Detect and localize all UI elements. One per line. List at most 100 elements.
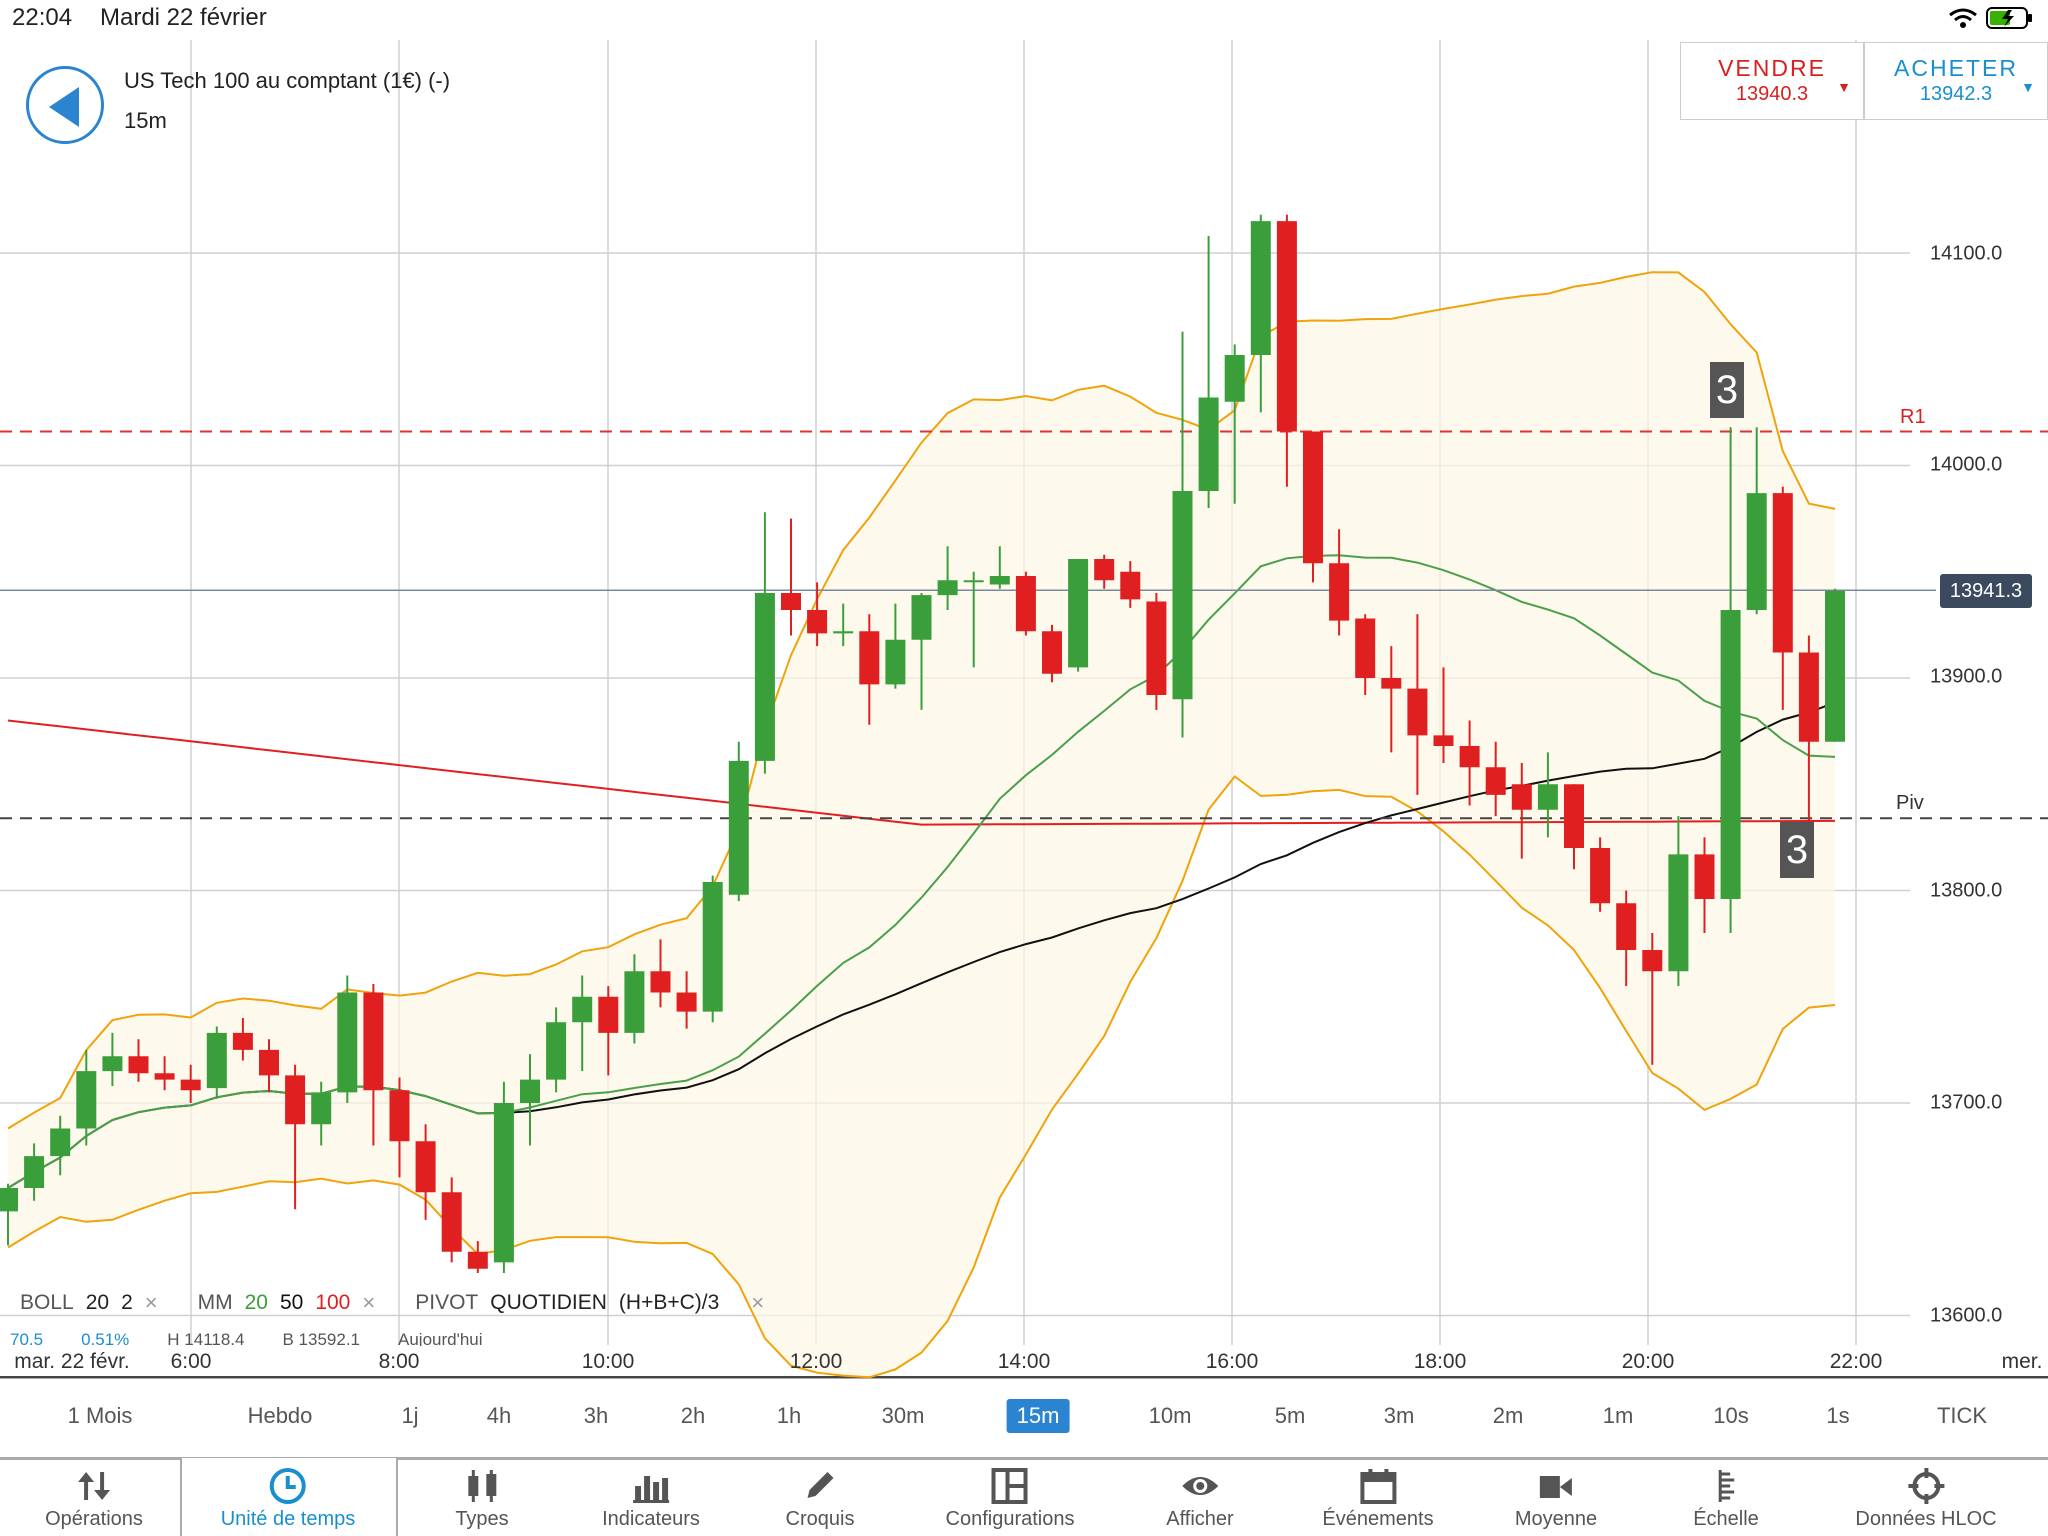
back-button[interactable] (26, 66, 104, 144)
candle-body (1511, 784, 1532, 810)
boll-param-period: 20 (85, 1291, 110, 1314)
tf-1j[interactable]: 1j (401, 1403, 419, 1428)
toolbar-types[interactable]: Types (455, 1458, 509, 1536)
price-chart[interactable] (0, 0, 2048, 1378)
candle-body (728, 760, 749, 895)
candle-body (259, 1049, 279, 1076)
tf-10m[interactable]: 10m (1148, 1403, 1192, 1428)
candle-body (1798, 652, 1819, 742)
scale-icon (1718, 1470, 1734, 1502)
candle-body (989, 576, 1010, 585)
candle-body (363, 992, 384, 1091)
toolbar-label: Types (455, 1508, 509, 1530)
stat-change-pct: 0.51% (81, 1330, 130, 1346)
calendar-icon (1359, 1469, 1396, 1504)
candle-body (1485, 767, 1506, 795)
y-tick-label: 13600.0 (1930, 1304, 2003, 1327)
toolbar-events[interactable]: Événements (1322, 1458, 1434, 1536)
buy-dropdown-icon[interactable]: ▼ (2021, 79, 2035, 95)
annotation-tag[interactable]: 3 (1780, 822, 1814, 878)
sell-label: VENDRE (1718, 55, 1826, 81)
boll-remove-icon[interactable]: × (144, 1290, 158, 1315)
tf-3h[interactable]: 3h (583, 1403, 609, 1428)
candle-body (885, 639, 906, 685)
candle-body (180, 1079, 201, 1091)
candle-body (754, 593, 775, 761)
toolbar-label: Afficher (1166, 1508, 1234, 1530)
toolbar-label: Échelle (1693, 1508, 1759, 1530)
updown-arrows-icon (78, 1472, 110, 1500)
buy-button[interactable]: ACHETER 13942.3 ▼ (1864, 42, 2048, 120)
candle-body (702, 882, 723, 1012)
tf-30m[interactable]: 30m (881, 1403, 925, 1428)
tf-2h[interactable]: 2h (680, 1403, 706, 1428)
candle-body (337, 992, 358, 1093)
tf-15m[interactable]: 15m (1006, 1399, 1070, 1433)
toolbar-label: Moyenne (1514, 1508, 1598, 1530)
toolbar-scale[interactable]: Échelle (1693, 1458, 1759, 1536)
sell-button[interactable]: VENDRE 13940.3 ▼ (1680, 42, 1864, 120)
candle-body (0, 1188, 18, 1212)
x-tick-label: mer. (2001, 1350, 2043, 1373)
toolbar-timeframe[interactable]: Unité de temps (221, 1458, 355, 1536)
tf-3m[interactable]: 3m (1383, 1403, 1415, 1428)
toolbar-label: Indicateurs (602, 1508, 700, 1530)
tf-1mois[interactable]: 1 Mois (67, 1403, 133, 1428)
toolbar-operations[interactable]: Opérations (45, 1458, 143, 1536)
eye-icon (1181, 1477, 1218, 1495)
pivot-remove-icon[interactable]: × (751, 1290, 765, 1315)
candle-body (1459, 746, 1480, 768)
toolbar-display[interactable]: Afficher (1166, 1458, 1234, 1536)
pivot-label-legend: PIVOT (415, 1291, 479, 1314)
tf-10s[interactable]: 10s (1713, 1403, 1749, 1428)
sell-dropdown-icon[interactable]: ▼ (1837, 79, 1851, 95)
boll-param-dev: 2 (121, 1291, 133, 1314)
tf-1s[interactable]: 1s (1826, 1403, 1850, 1428)
buy-label: ACHETER (1894, 55, 2018, 81)
candle-body (1772, 493, 1793, 653)
tf-4h[interactable]: 4h (486, 1403, 512, 1428)
stats-row: 70.5 0.51% H 14118.4 B 13592.1 Aujourd'h… (10, 1330, 483, 1346)
x-tick-label: 12:00 (789, 1350, 843, 1373)
tf-tick[interactable]: TICK (1936, 1403, 1988, 1428)
candle-body (781, 593, 801, 610)
toolbar-sketch[interactable]: Croquis (786, 1458, 854, 1536)
layout-icon (992, 1468, 1028, 1504)
candle-body (807, 610, 828, 634)
timeframe-bar: 1 Mois Hebdo 1j 4h 3h 2h 1h 30m 15m 10m … (0, 1378, 2048, 1458)
toolbar-hloc-data[interactable]: Données HLOC (1855, 1458, 1997, 1536)
pivot-label: Piv (1896, 792, 1924, 814)
indicator-legend: BOLL 20 2 × MM 20 50 100 × PIVOT QUOTIDI… (20, 1290, 764, 1316)
toolbar-indicators[interactable]: Indicateurs (602, 1458, 700, 1536)
r1-label: R1 (1900, 406, 1926, 428)
tf-1h[interactable]: 1h (776, 1403, 802, 1428)
candle-body (1564, 784, 1584, 848)
x-tick-label: 8:00 (378, 1350, 420, 1373)
candle-body (1250, 221, 1271, 355)
tf-1m[interactable]: 1m (1602, 1403, 1634, 1428)
candle-body (859, 631, 880, 685)
toolbar-label: Événements (1322, 1508, 1434, 1530)
clock-icon (269, 1468, 306, 1504)
ma100-line (7, 719, 1836, 826)
candle-body (311, 1092, 332, 1125)
candle-body (937, 580, 958, 596)
y-tick-label: 14100.0 (1930, 242, 2003, 265)
pivot-type: QUOTIDIEN (490, 1291, 607, 1314)
stat-high: H 14118.4 (167, 1330, 245, 1346)
candle-body (1746, 493, 1767, 610)
candle-body (1668, 854, 1689, 972)
candle-body (1015, 576, 1036, 632)
toolbar-configurations[interactable]: Configurations (946, 1458, 1074, 1536)
mm-label: MM (197, 1291, 233, 1314)
tf-hebdo[interactable]: Hebdo (247, 1403, 313, 1428)
candle-body (1642, 950, 1663, 972)
tf-5m[interactable]: 5m (1274, 1403, 1306, 1428)
toolbar-average[interactable]: Moyenne (1515, 1458, 1597, 1536)
mm-remove-icon[interactable]: × (362, 1290, 376, 1315)
candle-body (467, 1251, 488, 1269)
mm-param-100: 100 (315, 1291, 351, 1314)
annotation-tag[interactable]: 3 (1710, 362, 1744, 418)
x-tick-label: 14:00 (997, 1350, 1051, 1373)
tf-2m[interactable]: 2m (1492, 1403, 1524, 1428)
